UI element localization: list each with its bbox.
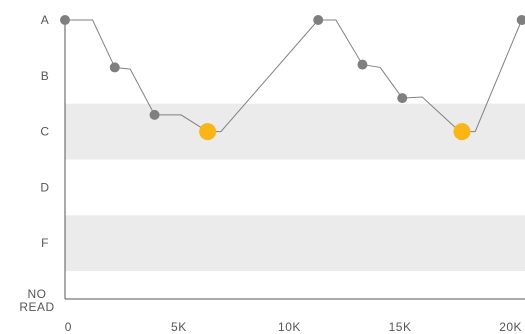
highlight-point-7 [453, 123, 471, 141]
data-point-5 [357, 59, 368, 70]
data-point-4 [313, 15, 324, 25]
y-tick-label-3: D [40, 180, 49, 194]
x-tick-label-1: 5K [171, 320, 187, 334]
y-tick-label-4: F [41, 236, 49, 250]
data-point-1 [109, 62, 120, 73]
x-tick-label-0: 0 [65, 320, 72, 334]
y-tick-label-5: NO READ [19, 287, 54, 314]
highlight-point-3 [199, 123, 217, 141]
x-tick-label-3: 15K [389, 320, 412, 334]
x-tick-label-2: 10K [278, 320, 301, 334]
data-point-8 [516, 15, 525, 25]
data-point-layer [60, 15, 525, 141]
shaded-band-0 [65, 103, 525, 160]
x-tick-label-4: 20K [499, 320, 522, 334]
band-layer [65, 103, 525, 272]
axis-layer [64, 18, 525, 300]
y-tick-label-1: B [41, 69, 50, 83]
x-tick-labels: 0 5K 10K 15K 20K [65, 320, 522, 334]
y-tick-label-0: A [41, 13, 50, 27]
y-tick-labels: A B C D F NO READ [19, 13, 54, 314]
data-point-6 [397, 93, 408, 104]
data-point-0 [60, 15, 70, 25]
data-point-2 [149, 109, 160, 120]
y-tick-label-2: C [40, 125, 49, 139]
shaded-band-1 [65, 215, 525, 272]
